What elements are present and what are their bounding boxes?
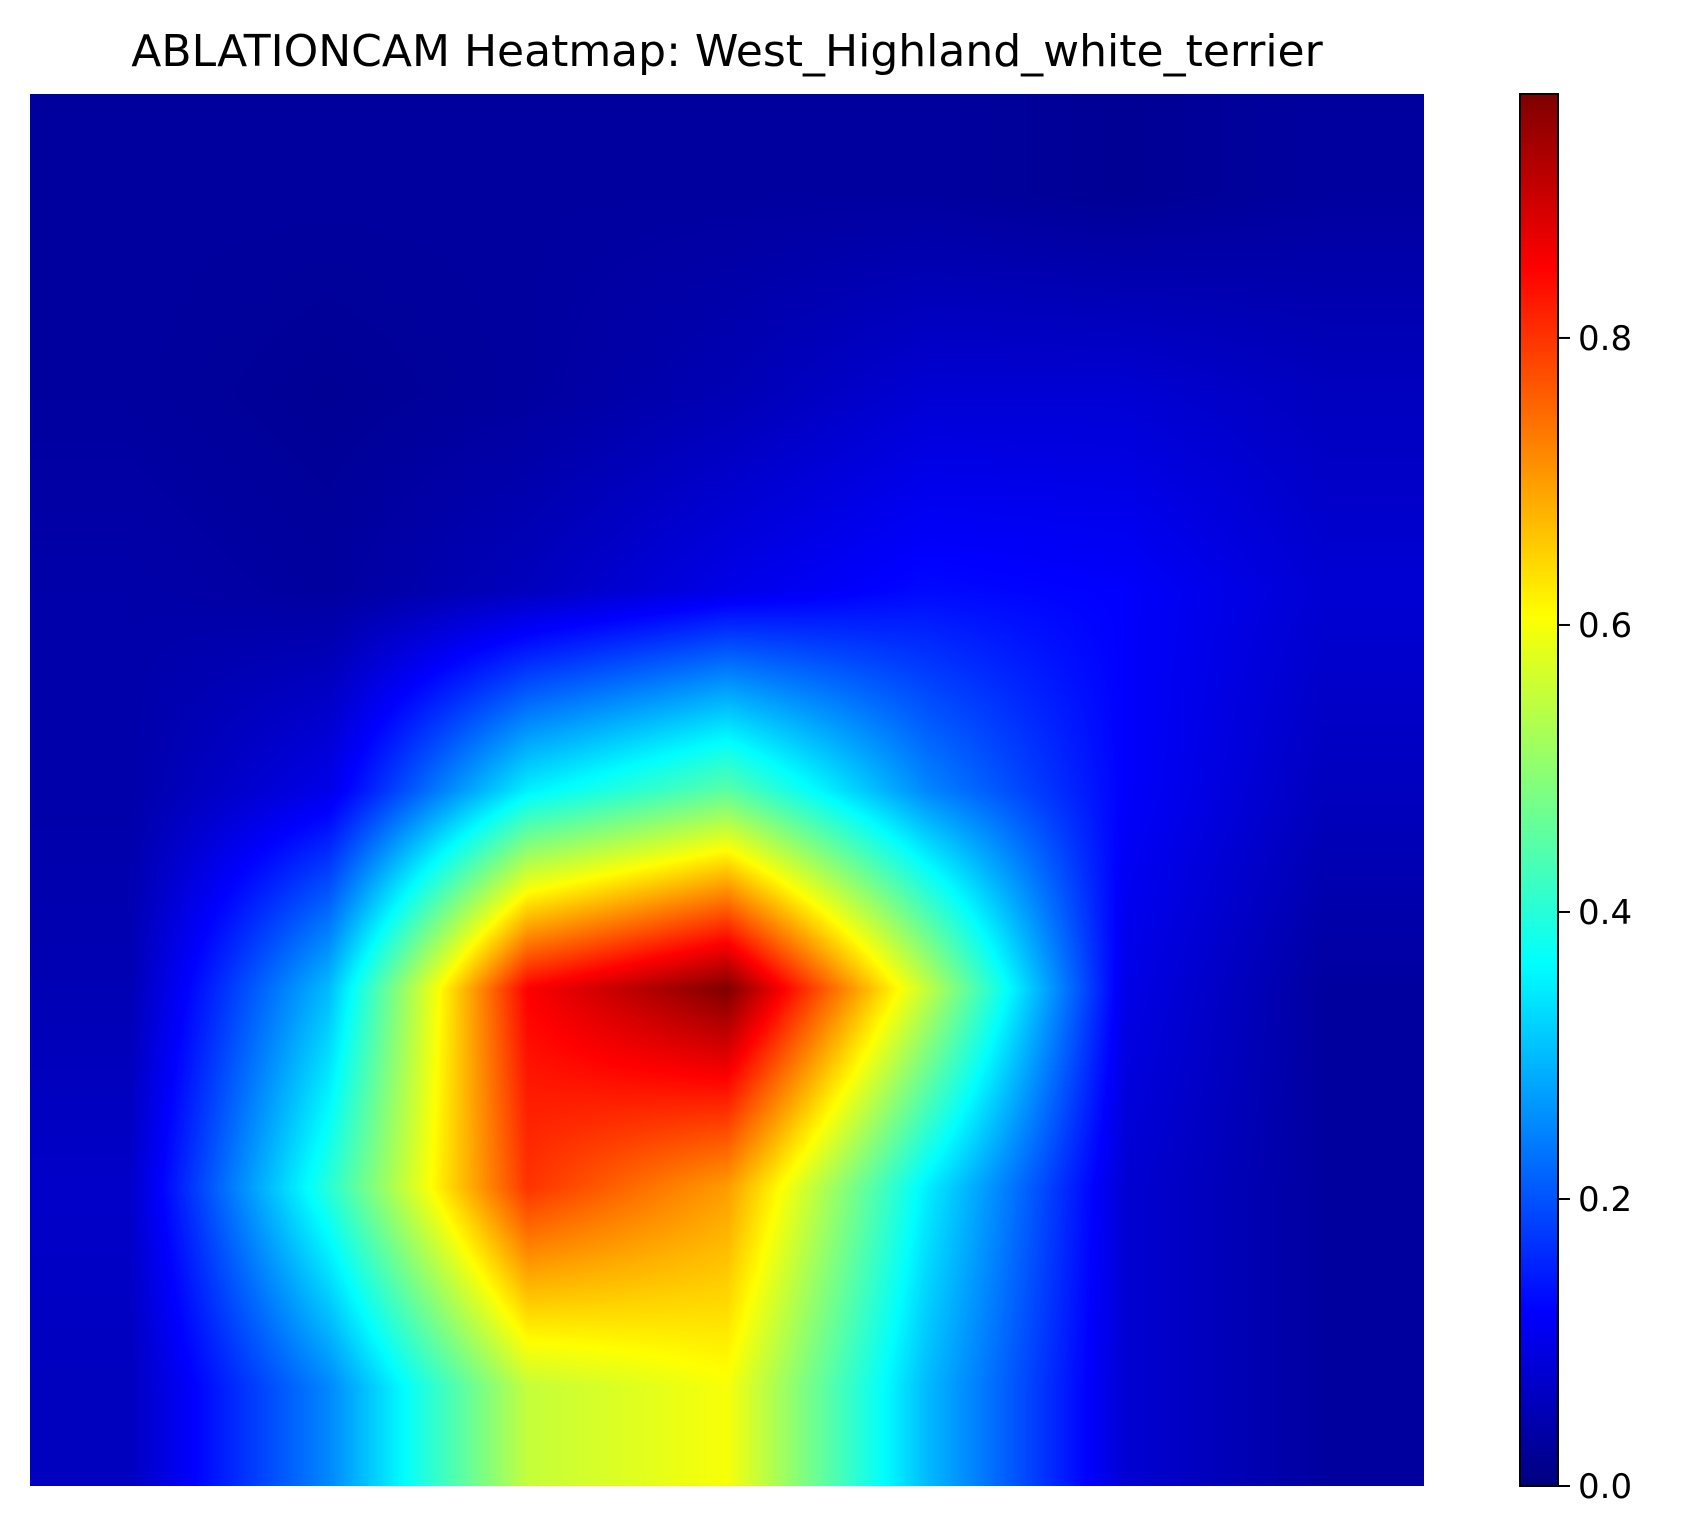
colorbar-area	[1520, 94, 1558, 1486]
chart-title: ABLATIONCAM Heatmap: West_Highland_white…	[131, 26, 1323, 77]
heatmap-plot-area	[30, 94, 1424, 1486]
colorbar-axis: 0.0 0.2 0.4 0.6 0.8	[1558, 319, 1632, 1507]
colorbar-gradient	[1520, 94, 1558, 1486]
heatmap-image	[30, 94, 1424, 1486]
colorbar-tick-label: 0.6	[1578, 606, 1632, 646]
colorbar-tick-label: 0.8	[1578, 319, 1632, 359]
colorbar-frame	[1519, 93, 1559, 1487]
colorbar-tick-label: 0.4	[1578, 893, 1632, 933]
colorbar-tick-label: 0.0	[1578, 1467, 1632, 1507]
colorbar-tick-label: 0.2	[1578, 1180, 1632, 1220]
